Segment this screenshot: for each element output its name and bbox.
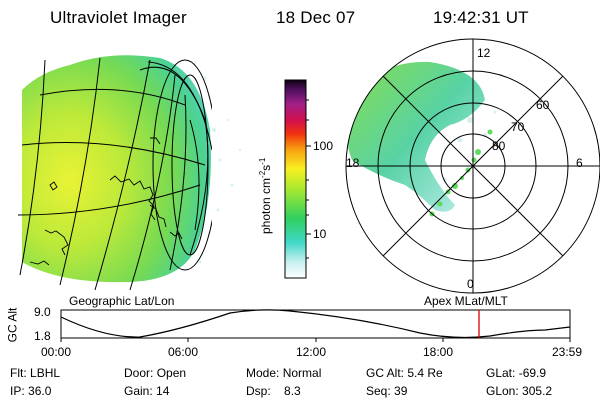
mlt-label-6: 6 <box>576 156 583 170</box>
polar-grid <box>345 38 600 294</box>
status-mode: Mode: Normal <box>246 366 322 380</box>
mlat-label-70: 70 <box>511 120 525 134</box>
status-glat: GLat: -69.9 <box>486 366 547 380</box>
colorbar <box>284 79 311 279</box>
image-speckle <box>198 76 242 264</box>
instrument-title: Ultraviolet Imager <box>50 8 187 27</box>
left-image-panel <box>17 55 242 290</box>
altitude-plot <box>60 309 571 342</box>
geographic-grid <box>17 57 212 290</box>
status-seq: Seq: 39 <box>366 384 408 398</box>
time-tick-1200: 12:00 <box>296 345 327 359</box>
observation-time: 19:42:31 UT <box>433 8 529 27</box>
coastlines <box>29 137 183 266</box>
auroral-oval-image <box>346 61 485 212</box>
altitude-curve <box>60 309 571 339</box>
time-tick-0000: 00:00 <box>41 345 72 359</box>
altitude-ytick-max: 9.0 <box>34 305 51 319</box>
time-tick-2359: 23:59 <box>552 345 583 359</box>
status-glon: GLon: 305.2 <box>486 384 553 398</box>
right-panel-caption: Apex MLat/MLT <box>424 294 508 308</box>
mlt-label-18: 18 <box>346 156 360 170</box>
status-gain: Gain: 14 <box>124 384 170 398</box>
status-filter: Flt: LBHL <box>10 366 61 380</box>
altitude-ytick-min: 1.8 <box>34 329 51 343</box>
colorbar-tick-10: 10 <box>313 227 327 241</box>
observation-date: 18 Dec 07 <box>276 8 356 27</box>
mlat-label-80: 80 <box>492 139 506 153</box>
status-dsp: Dsp: 8.3 <box>246 384 301 398</box>
status-gc-alt: GC Alt: 5.4 Re <box>366 366 443 380</box>
status-door: Door: Open <box>124 366 187 380</box>
colorbar-tick-100: 100 <box>313 139 334 153</box>
altitude-ticks <box>60 338 571 342</box>
time-tick-0600: 06:00 <box>168 345 199 359</box>
mlat-label-60: 60 <box>536 98 550 112</box>
altitude-ylabel: GC Alt <box>5 307 20 343</box>
time-tick-1800: 18:00 <box>423 345 454 359</box>
mlt-label-0: 0 <box>467 277 474 291</box>
left-panel-caption: Geographic Lat/Lon <box>69 294 175 308</box>
earth-uv-image <box>22 55 211 283</box>
colorbar-unit-label: photon cm-2s-1 <box>258 157 273 234</box>
polar-bright-spots <box>429 129 493 217</box>
mlt-label-12: 12 <box>477 46 491 60</box>
status-ip: IP: 36.0 <box>10 384 52 398</box>
polar-panel <box>345 38 600 294</box>
